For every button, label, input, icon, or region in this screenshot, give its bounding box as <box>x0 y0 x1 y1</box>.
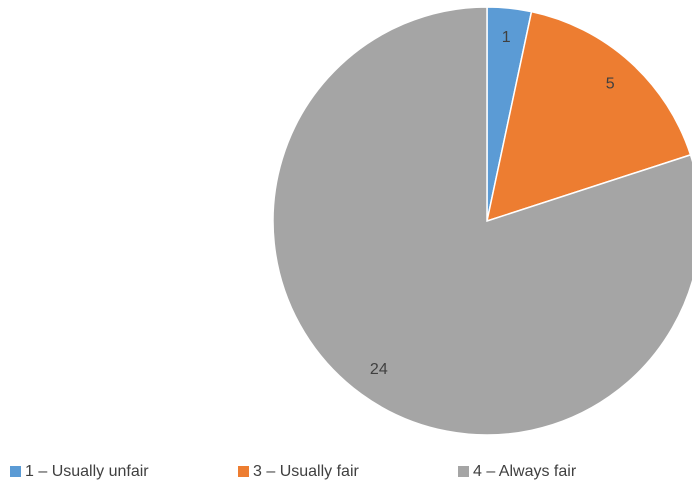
data-label: 24 <box>370 361 388 378</box>
legend-label: 3 – Usually fair <box>253 463 359 480</box>
legend-swatch <box>238 466 249 477</box>
pie-slice <box>272 6 692 436</box>
legend-label: 4 – Always fair <box>473 463 577 480</box>
data-label: 1 <box>502 29 511 46</box>
legend-label: 1 – Usually unfair <box>25 463 149 480</box>
data-label: 5 <box>606 75 615 92</box>
pie-slice <box>485 10 692 223</box>
legend-swatch <box>458 466 469 477</box>
legend-swatch <box>10 466 21 477</box>
